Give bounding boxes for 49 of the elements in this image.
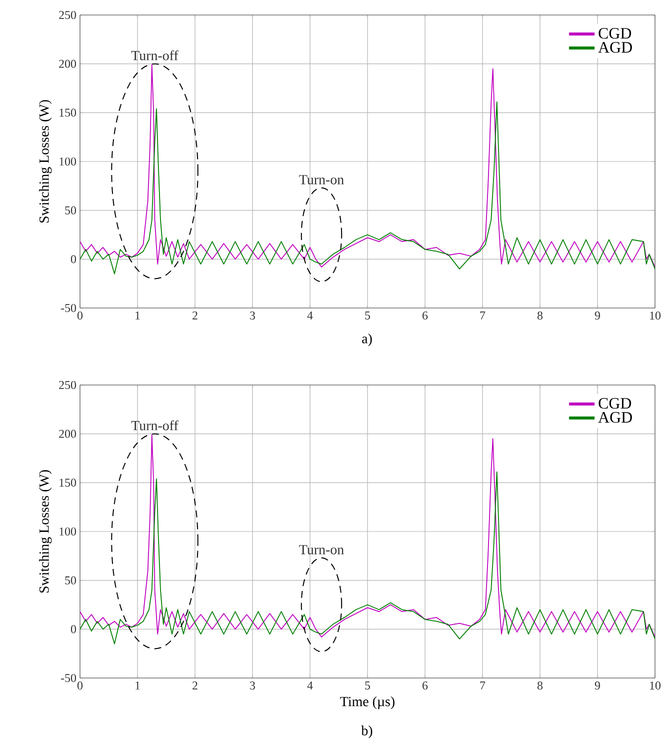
x-tick-label: 5 (365, 312, 370, 320)
annotation: Turn-off (131, 50, 178, 60)
annotation: Turn-on (299, 545, 344, 554)
y-tick-label: -50 (60, 304, 76, 312)
x-tick-label: 8 (537, 682, 543, 690)
x-tick-label: 6 (422, 312, 428, 320)
y-axis-title: Switching Losses (W) (39, 470, 52, 593)
y-tick-label: -50 (60, 674, 76, 682)
y-tick-label: 250 (59, 10, 76, 20)
x-tick-label: 5 (365, 682, 370, 690)
x-tick-label: 0 (77, 682, 83, 690)
y-tick-label: 50 (65, 206, 76, 214)
x-tick-label: 7 (480, 312, 486, 320)
legend-label: AGD (598, 42, 632, 53)
x-tick-label: 2 (192, 312, 198, 320)
y-tick-label: 200 (59, 430, 76, 438)
x-tick-label: 1 (136, 682, 140, 690)
y-tick-label: 150 (60, 478, 76, 487)
annotation: Turn-off (131, 420, 178, 430)
annotation: Turn-on (299, 175, 344, 184)
y-tick-label: 200 (59, 60, 76, 68)
x-tick-label: 8 (537, 312, 543, 320)
x-axis-title: Time (µs) (340, 696, 394, 710)
y-tick-label: 50 (65, 576, 76, 584)
x-tick-label: 4 (307, 312, 313, 320)
text: a) (362, 334, 372, 346)
x-tick-label: 3 (250, 682, 256, 690)
x-tick-label: 1 (136, 312, 140, 320)
y-tick-label: 150 (60, 108, 76, 117)
legend-label: CGD (598, 28, 632, 39)
x-tick-label: 0 (77, 312, 83, 320)
legend-label: CGD (598, 398, 632, 409)
x-tick-label: 3 (250, 312, 256, 320)
y-tick-label: 100 (60, 527, 76, 536)
x-tick-label: 10 (650, 312, 661, 320)
x-tick-label: 9 (594, 682, 600, 690)
y-axis-title: Switching Losses (W) (39, 100, 52, 223)
legend-label: AGD (598, 412, 632, 423)
y-tick-label: 100 (60, 157, 76, 166)
x-tick-label: 7 (480, 682, 486, 690)
x-tick-label: 4 (307, 682, 313, 690)
y-tick-label: 0 (70, 625, 76, 634)
y-tick-label: 250 (59, 380, 76, 390)
text: b) (361, 726, 372, 738)
y-tick-label: 0 (70, 255, 76, 264)
x-tick-label: 9 (594, 312, 600, 320)
x-tick-label: 10 (650, 682, 661, 690)
x-tick-label: 6 (422, 682, 428, 690)
x-tick-label: 2 (192, 682, 198, 690)
